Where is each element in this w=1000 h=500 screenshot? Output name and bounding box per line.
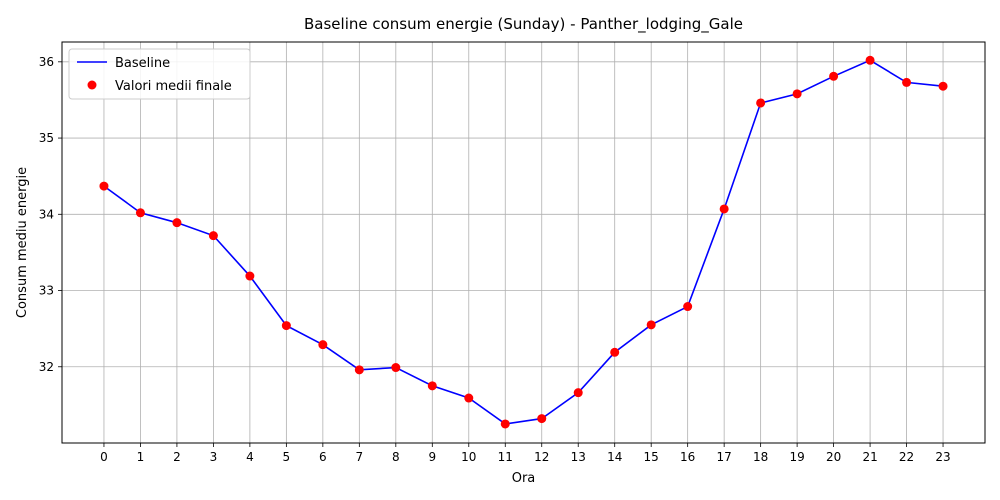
x-tick-label: 19 xyxy=(789,450,804,464)
legend: Baseline Valori medii finale xyxy=(68,48,251,100)
legend-label-valori-medii: Valori medii finale xyxy=(115,79,232,94)
data-point xyxy=(172,218,182,228)
x-tick-label: 6 xyxy=(319,450,327,464)
y-tick-label: 32 xyxy=(39,360,54,374)
y-tick-label: 33 xyxy=(39,284,54,298)
data-point xyxy=(391,363,401,373)
legend-box xyxy=(68,48,251,100)
data-point xyxy=(938,81,948,91)
data-point xyxy=(427,381,437,391)
x-tick-label: 7 xyxy=(356,450,364,464)
x-tick-label: 3 xyxy=(210,450,218,464)
x-tick-label: 13 xyxy=(571,450,586,464)
data-point xyxy=(245,271,255,281)
grid xyxy=(62,42,985,443)
data-point xyxy=(318,340,328,350)
baseline-series-line xyxy=(103,59,944,425)
x-tick-label: 4 xyxy=(246,450,254,464)
x-tick-label: 11 xyxy=(498,450,513,464)
x-tick-label: 2 xyxy=(173,450,181,464)
x-tick-label: 18 xyxy=(753,450,768,464)
x-tick-label: 21 xyxy=(862,450,877,464)
legend-dot-swatch xyxy=(87,80,97,90)
y-tick-label: 34 xyxy=(39,207,54,221)
data-point xyxy=(537,414,547,424)
x-tick-label: 17 xyxy=(717,450,732,464)
data-point xyxy=(719,204,729,214)
x-tick-label: 1 xyxy=(137,450,145,464)
x-tick-label: 23 xyxy=(935,450,950,464)
data-point xyxy=(208,231,218,241)
data-point xyxy=(610,347,620,357)
data-point xyxy=(646,320,656,330)
x-tick-label: 14 xyxy=(607,450,622,464)
x-tick-label: 8 xyxy=(392,450,400,464)
data-point xyxy=(135,208,145,218)
data-point xyxy=(354,365,364,375)
x-tick-label: 9 xyxy=(428,450,436,464)
x-axis-label: Ora xyxy=(512,471,536,486)
data-point xyxy=(902,77,912,87)
x-tick-label: 12 xyxy=(534,450,549,464)
y-axis-label: Consum mediu energie xyxy=(15,167,30,318)
plot-frame xyxy=(61,41,986,444)
data-point xyxy=(99,181,109,191)
x-tick-label: 10 xyxy=(461,450,476,464)
y-tick-label: 36 xyxy=(39,55,54,69)
data-point xyxy=(865,55,875,65)
data-point xyxy=(464,393,474,403)
data-point xyxy=(829,71,839,81)
data-point xyxy=(500,419,510,429)
data-point xyxy=(792,89,802,99)
data-point xyxy=(573,388,583,398)
x-tick-label: 5 xyxy=(283,450,291,464)
data-point xyxy=(281,321,291,331)
series-layer xyxy=(99,55,948,429)
chart-title: Baseline consum energie (Sunday) - Panth… xyxy=(304,15,743,34)
legend-label-baseline: Baseline xyxy=(115,56,170,71)
y-tick-label: 35 xyxy=(39,131,54,145)
x-tick-label: 20 xyxy=(826,450,841,464)
x-tick-label: 22 xyxy=(899,450,914,464)
x-tick-label: 16 xyxy=(680,450,695,464)
data-point xyxy=(756,98,766,108)
x-tick-label: 15 xyxy=(644,450,659,464)
x-tick-label: 0 xyxy=(100,450,108,464)
axes: 0 1 2 3 4 5 6 7 8 9 10 11 12 13 14 15 16 17 18 19 20 21 22 2332… xyxy=(39,55,951,464)
data-point xyxy=(683,302,693,312)
